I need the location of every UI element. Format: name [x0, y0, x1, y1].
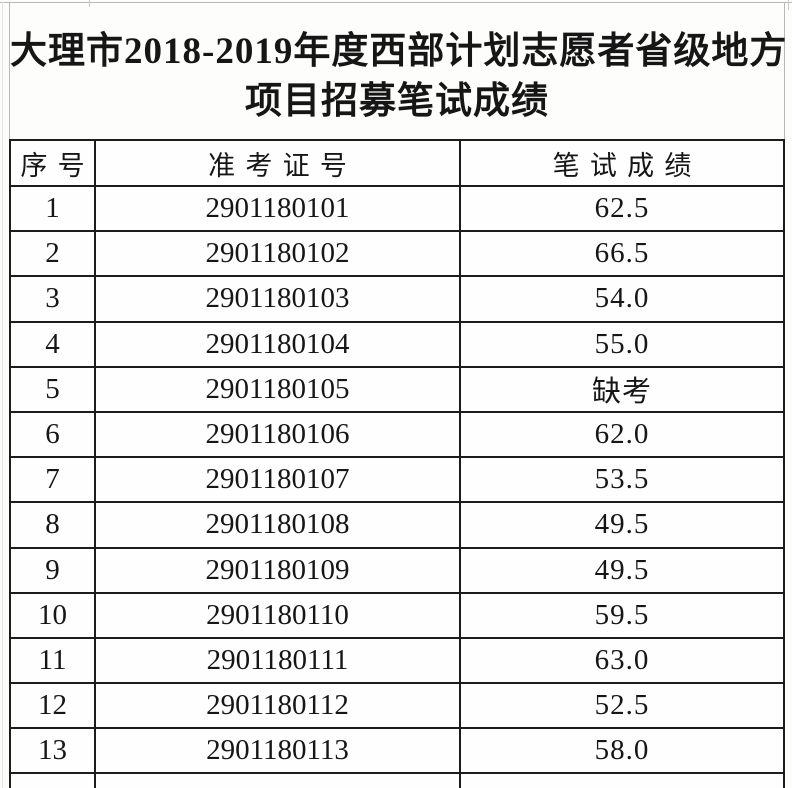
cell-score: 缺考 — [459, 367, 783, 411]
cell-score: 54.0 — [459, 277, 783, 321]
cell-score: 55.0 — [459, 322, 783, 366]
cell-ticket: 2901180101 — [94, 187, 459, 231]
cell-score: 62.0 — [459, 412, 783, 457]
table-row: 11 2901180111 63.0 — [11, 636, 783, 683]
cell-index: 1 — [45, 192, 60, 225]
cell-ticket: 2901180113 — [94, 729, 459, 773]
cell-ticket: 2901180105 — [94, 367, 459, 411]
table-row: 6 2901180106 62.0 — [11, 410, 783, 457]
cell-ticket — [94, 774, 459, 788]
page-title-line2: 项目招募笔试成绩 — [245, 81, 549, 122]
cell-score: 59.5 — [459, 593, 783, 637]
cell-index: 8 — [45, 508, 60, 541]
table-row: 13 2901180113 58.0 — [11, 727, 783, 773]
cell-score: 52.5 — [459, 684, 783, 728]
cell-index: 3 — [45, 282, 60, 315]
cell-score: 63.0 — [459, 638, 783, 683]
cell-index: 13 — [38, 734, 67, 767]
spreadsheet-gridline-stub — [788, 0, 789, 10]
cell-index: 11 — [38, 643, 67, 676]
cell-index: 6 — [45, 418, 60, 451]
cell-score: 53.5 — [459, 458, 783, 502]
cell-index: 2 — [45, 237, 60, 270]
cell-ticket: 2901180104 — [94, 322, 459, 366]
spreadsheet-gridline-horizontal — [0, 2, 792, 3]
cell-score: 49.5 — [459, 503, 783, 547]
col-header-score: 笔试成绩 — [459, 141, 783, 185]
spreadsheet-gridline-stub — [89, 0, 90, 7]
cell-score: 66.5 — [459, 232, 783, 276]
cell-index: 4 — [45, 327, 60, 360]
cell-ticket: 2901180107 — [94, 458, 459, 502]
cell-ticket: 2901180112 — [94, 684, 459, 728]
table-body: 1 2901180101 62.5 2 2901180102 66.5 3 29… — [11, 185, 783, 773]
cell-ticket: 2901180109 — [94, 548, 459, 592]
scores-table: 序号 准考证号 笔试成绩 1 2901180101 62.5 2 2901180… — [9, 139, 785, 788]
cell-index: 10 — [38, 598, 67, 631]
table-row: 8 2901180108 49.5 — [11, 501, 783, 547]
cell-score — [459, 774, 783, 788]
cell-index: 7 — [45, 463, 60, 496]
table-header-row: 序号 准考证号 笔试成绩 — [11, 141, 783, 185]
cell-ticket: 2901180110 — [94, 593, 459, 637]
cell-score: 62.5 — [459, 187, 783, 231]
table-row: 7 2901180107 53.5 — [11, 456, 783, 502]
table-row: 10 2901180110 59.5 — [11, 591, 783, 637]
table-row: 5 2901180105 缺考 — [11, 365, 783, 411]
cell-index — [11, 774, 94, 788]
table-row: 1 2901180101 62.5 — [11, 185, 783, 231]
col-header-index: 序号 — [20, 150, 94, 181]
cell-ticket: 2901180102 — [94, 232, 459, 276]
cell-score: 49.5 — [459, 548, 783, 592]
cell-index: 12 — [38, 689, 67, 722]
table-row: 3 2901180103 54.0 — [11, 275, 783, 321]
page-title-line1: 大理市2018-2019年度西部计划志愿者省级地方 — [10, 31, 788, 72]
col-header-ticket: 准考证号 — [94, 141, 459, 185]
cell-index: 9 — [45, 553, 60, 586]
spreadsheet-gridline-vertical — [2, 2, 3, 788]
cell-ticket: 2901180111 — [94, 638, 459, 683]
table-row: 9 2901180109 49.5 — [11, 546, 783, 592]
cell-ticket: 2901180103 — [94, 277, 459, 321]
cell-score: 58.0 — [459, 729, 783, 773]
cell-ticket: 2901180106 — [94, 412, 459, 457]
cell-ticket: 2901180108 — [94, 503, 459, 547]
table-row: 4 2901180104 55.0 — [11, 320, 783, 366]
table-row-clipped — [11, 772, 783, 788]
page-title: 大理市2018-2019年度西部计划志愿者省级地方 项目招募笔试成绩 — [9, 2, 788, 139]
table-row: 12 2901180112 52.5 — [11, 682, 783, 728]
table-row: 2 2901180102 66.5 — [11, 230, 783, 276]
cell-index: 5 — [45, 372, 60, 405]
